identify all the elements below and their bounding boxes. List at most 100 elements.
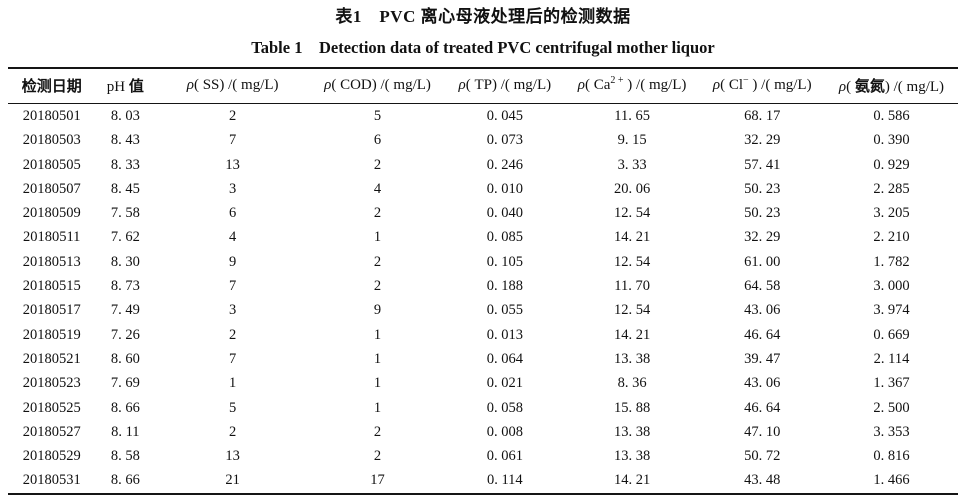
table-row: 20180511 7. 62 4 1 0. 085 14. 21 32. 29 2. 210 — [8, 225, 958, 249]
table-cell: 0. 188 — [486, 278, 523, 295]
table-body: 20180501 8. 03 2 5 0. 045 11. 65 68. 17 0. 586 2… — [8, 104, 958, 494]
table-cell: 39. 47 — [744, 350, 781, 367]
table-cell: 0. 246 — [486, 156, 523, 173]
header-superscript: − — [743, 75, 749, 86]
table-cell: 3 — [229, 302, 237, 319]
table-cell: 3. 205 — [873, 205, 910, 222]
table-cell: 8. 11 — [111, 423, 140, 440]
table-cell: 20180523 — [22, 375, 81, 392]
table-cell: 2 — [229, 108, 237, 124]
table-cell: 11. 70 — [614, 278, 650, 295]
table-row: 20180519 7. 26 2 1 0. 013 14. 21 46. 64 0. 669 — [8, 323, 958, 347]
table-cell: 7 — [229, 350, 237, 367]
table-cell: 20180501 — [22, 108, 81, 124]
table-cell: 2 — [229, 326, 237, 343]
header-text: ρ — [838, 79, 847, 95]
column-header: ρ( COD) /( mg/L) — [310, 68, 445, 104]
table-row: 20180513 8. 30 9 2 0. 105 12. 54 61. 00 1. 782 — [8, 250, 958, 274]
table-cell: 1. 367 — [873, 375, 910, 392]
table-cell: 14. 21 — [613, 472, 651, 489]
header-text: ( COD) /( mg/L) — [331, 77, 431, 93]
column-header: pH 值 — [95, 68, 155, 104]
table-row: 20180521 8. 60 7 1 0. 064 13. 38 39. 47 2. 114 — [8, 347, 958, 371]
table-cell: 8. 03 — [110, 108, 140, 124]
table-cell: 7. 69 — [110, 375, 140, 392]
table-cell: 20180517 — [22, 302, 81, 319]
table-cell: 3 — [229, 180, 237, 197]
table-cell: 15. 88 — [613, 399, 651, 416]
table-cell: 0. 058 — [486, 399, 523, 416]
table-cell: 57. 41 — [744, 156, 781, 173]
table-row: 20180529 8. 58 13 2 0. 061 13. 38 50. 72 0. 816 — [8, 444, 958, 468]
table-cell: 47. 10 — [744, 423, 781, 440]
table-cell: 0. 061 — [486, 448, 523, 465]
table-row: 20180505 8. 33 13 2 0. 246 3. 33 57. 41 0. 929 — [8, 153, 958, 177]
table-cell: 8. 33 — [110, 156, 140, 173]
table-cell: 0. 055 — [486, 302, 523, 319]
column-header: ρ( Cl− ) /( mg/L) — [700, 68, 825, 104]
column-header: 检测日期 — [8, 68, 95, 104]
table-cell: 20180505 — [22, 156, 81, 173]
table-cell: 2. 210 — [873, 229, 910, 246]
table-cell: 3. 33 — [617, 156, 647, 173]
table-cell: 9 — [229, 253, 237, 270]
table-row: 20180501 8. 03 2 5 0. 045 11. 65 68. 17 0. 586 — [8, 104, 958, 129]
table-cell: 20180511 — [22, 229, 81, 246]
table-caption-chinese: 表1 PVC 离心母液处理后的检测数据 — [335, 7, 631, 26]
table-cell: 7. 26 — [110, 326, 140, 343]
table-cell: 0. 929 — [873, 156, 910, 173]
column-header: ρ( SS) /( mg/L) — [155, 68, 310, 104]
table-cell: 2 — [229, 423, 237, 440]
table-cell: 12. 54 — [613, 253, 651, 270]
table-cell: 3. 000 — [873, 278, 910, 295]
table-cell: 7. 62 — [110, 229, 140, 246]
table-row: 20180509 7. 58 6 2 0. 040 12. 54 50. 23 3. 205 — [8, 201, 958, 225]
table-cell: 8. 45 — [110, 180, 140, 197]
table-cell: 2 — [373, 205, 382, 222]
table-row: 20180525 8. 66 5 1 0. 058 15. 88 46. 64 2. 500 — [8, 396, 958, 420]
detection-data-table: 检测日期 pH 值 ρ( SS) /( mg/L) ρ( COD) /( mg/L) ρ… — [8, 67, 958, 495]
table-cell: 20180521 — [22, 350, 81, 367]
table-cell: 0. 105 — [486, 253, 523, 270]
table-cell: 3. 353 — [873, 423, 910, 440]
table-cell: 13 — [225, 448, 240, 465]
table-cell: 12. 54 — [613, 205, 651, 222]
header-text: ( TP) /( mg/L) — [465, 77, 552, 93]
table-row: 20180527 8. 11 2 2 0. 008 13. 38 47. 10 3. 353 — [8, 420, 958, 444]
header-text: ( — [846, 79, 855, 95]
table-cell: 13. 38 — [613, 423, 651, 440]
header-text: ( Ca — [584, 77, 611, 93]
table-cell: 8. 73 — [110, 278, 140, 295]
table-cell: 1 — [373, 399, 382, 416]
table-cell: 14. 21 — [613, 229, 651, 246]
table-cell: 7 — [229, 278, 237, 295]
header-text: ρ — [577, 77, 585, 93]
table-cell: 50. 23 — [744, 205, 781, 222]
column-header: ρ( TP) /( mg/L) — [445, 68, 565, 104]
table-cell: 64. 58 — [744, 278, 781, 295]
table-cell: 43. 06 — [744, 302, 781, 319]
table-cell: 2 — [373, 278, 382, 295]
table-cell: 5 — [373, 108, 382, 124]
table-cell: 8. 60 — [110, 350, 140, 367]
column-header: ρ( Ca2 + ) /( mg/L) — [565, 68, 700, 104]
table-cell: 50. 23 — [744, 180, 781, 197]
table-cell: 2 — [373, 253, 382, 270]
table-cell: 20180529 — [22, 448, 81, 465]
table-cell: 13. 38 — [613, 448, 651, 465]
table-cell: 32. 29 — [744, 132, 781, 149]
table-cell: 0. 045 — [486, 108, 523, 124]
table-cell: 20180507 — [22, 180, 81, 197]
table-cell: 0. 085 — [486, 229, 523, 246]
table-cell: 50. 72 — [744, 448, 781, 465]
table-cell: 12. 54 — [613, 302, 651, 319]
table-row: 20180503 8. 43 7 6 0. 073 9. 15 32. 29 0. 390 — [8, 128, 958, 152]
table-cell: 7. 58 — [110, 205, 140, 222]
table-cell: 8. 36 — [617, 375, 647, 392]
table-cell: 9. 15 — [617, 132, 647, 149]
table-cell: 4 — [373, 180, 382, 197]
table-cell: 20180525 — [22, 399, 81, 416]
table-cell: 20180503 — [22, 132, 81, 149]
table-cell: 32. 29 — [744, 229, 781, 246]
